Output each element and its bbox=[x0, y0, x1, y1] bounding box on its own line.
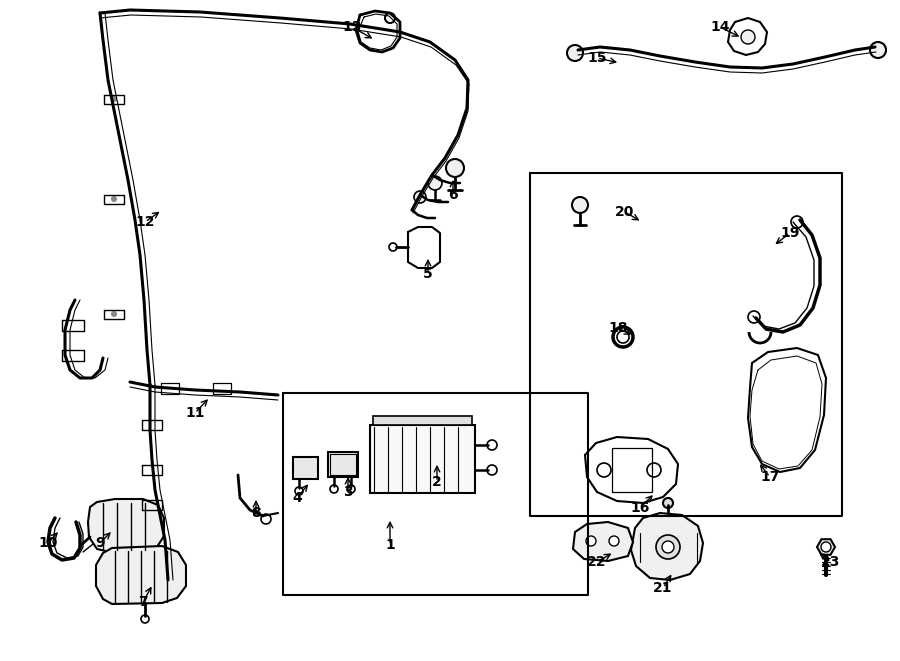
Circle shape bbox=[330, 485, 338, 493]
Circle shape bbox=[261, 514, 271, 524]
Text: 2: 2 bbox=[432, 475, 442, 489]
Circle shape bbox=[112, 311, 116, 317]
Text: 1: 1 bbox=[385, 538, 395, 552]
Circle shape bbox=[414, 191, 426, 203]
Polygon shape bbox=[293, 457, 318, 479]
Text: 15: 15 bbox=[587, 51, 607, 65]
Circle shape bbox=[428, 176, 442, 190]
Text: 9: 9 bbox=[95, 536, 104, 550]
Circle shape bbox=[446, 159, 464, 177]
Circle shape bbox=[609, 536, 619, 546]
Circle shape bbox=[741, 30, 755, 44]
Polygon shape bbox=[817, 539, 835, 555]
Text: 8: 8 bbox=[251, 506, 261, 520]
Polygon shape bbox=[631, 513, 703, 580]
Text: 6: 6 bbox=[448, 188, 458, 202]
Circle shape bbox=[586, 536, 596, 546]
Circle shape bbox=[572, 197, 588, 213]
Circle shape bbox=[112, 97, 116, 102]
Circle shape bbox=[656, 535, 680, 559]
Circle shape bbox=[748, 311, 760, 323]
Text: 21: 21 bbox=[653, 581, 673, 595]
Circle shape bbox=[791, 216, 803, 228]
Circle shape bbox=[295, 487, 303, 495]
Text: 5: 5 bbox=[423, 267, 433, 281]
Text: 13: 13 bbox=[342, 20, 362, 34]
Text: 10: 10 bbox=[39, 536, 58, 550]
Text: 14: 14 bbox=[710, 20, 730, 34]
Circle shape bbox=[647, 463, 661, 477]
Text: 17: 17 bbox=[760, 470, 779, 484]
Text: 22: 22 bbox=[587, 555, 607, 569]
Polygon shape bbox=[370, 425, 475, 493]
Text: 12: 12 bbox=[135, 215, 155, 229]
Circle shape bbox=[567, 45, 583, 61]
Circle shape bbox=[347, 485, 355, 493]
Circle shape bbox=[597, 463, 611, 477]
Text: 18: 18 bbox=[608, 321, 628, 335]
Circle shape bbox=[385, 13, 395, 23]
Circle shape bbox=[112, 196, 116, 202]
Text: 19: 19 bbox=[780, 226, 800, 240]
Circle shape bbox=[663, 498, 673, 508]
Text: 16: 16 bbox=[630, 501, 650, 515]
Polygon shape bbox=[373, 416, 472, 425]
Polygon shape bbox=[573, 522, 633, 561]
Text: 7: 7 bbox=[139, 595, 148, 609]
Circle shape bbox=[487, 465, 497, 475]
Text: 23: 23 bbox=[822, 555, 841, 569]
Circle shape bbox=[141, 615, 149, 623]
Circle shape bbox=[821, 542, 831, 552]
Circle shape bbox=[389, 243, 397, 251]
Circle shape bbox=[662, 541, 674, 553]
Polygon shape bbox=[96, 546, 186, 604]
Text: 3: 3 bbox=[343, 485, 353, 499]
Text: 4: 4 bbox=[292, 491, 302, 505]
Text: 11: 11 bbox=[185, 406, 205, 420]
Circle shape bbox=[487, 440, 497, 450]
Circle shape bbox=[870, 42, 886, 58]
Text: 20: 20 bbox=[616, 205, 634, 219]
Polygon shape bbox=[328, 452, 358, 477]
Polygon shape bbox=[88, 499, 164, 553]
